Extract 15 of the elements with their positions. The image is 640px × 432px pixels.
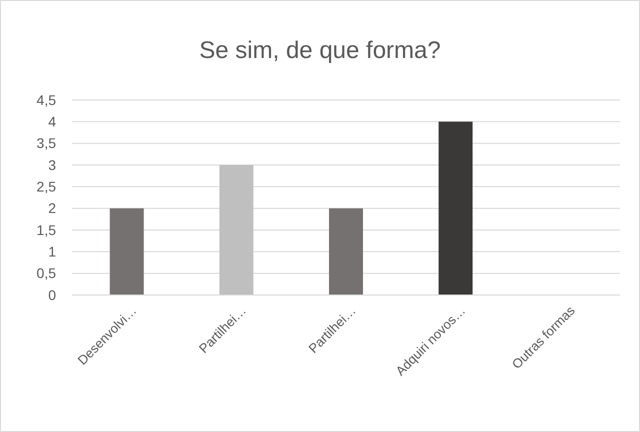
y-tick-label: 3 [48, 156, 56, 173]
chart-title: Se sim, de que forma? [199, 37, 441, 64]
y-tick-label: 0,5 [36, 265, 56, 282]
y-tick-label: 4,5 [36, 92, 56, 108]
bar [219, 165, 254, 295]
y-tick-label: 1,5 [36, 222, 56, 238]
y-tick-label: 4 [48, 114, 56, 130]
bar [438, 122, 473, 295]
y-tick-label: 3,5 [36, 135, 56, 152]
bar [110, 208, 144, 295]
bar [329, 208, 363, 295]
y-tick-label: 2,5 [36, 178, 56, 195]
y-tick-label: 1 [48, 244, 56, 260]
y-tick-label: 0 [48, 286, 56, 303]
y-tick-label: 2 [48, 200, 56, 216]
